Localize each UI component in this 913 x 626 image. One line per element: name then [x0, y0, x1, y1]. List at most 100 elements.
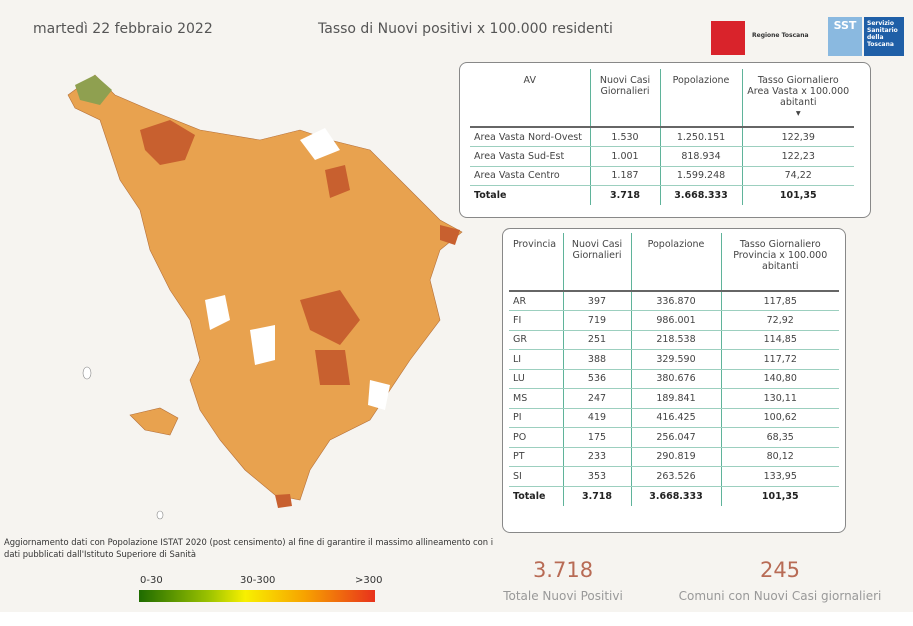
provincia-table-card: Provincia Nuovi Casi Giornalieri Popolaz…	[502, 228, 846, 533]
total-row: Totale 3.718 3.668.333 101,35	[509, 486, 839, 506]
kpi-comuni-value: 245	[759, 558, 801, 582]
area-vasta-table-card: AV Nuovi Casi Giornalieri Popolazione Ta…	[459, 62, 871, 218]
cell: 256.047	[630, 427, 721, 448]
cell: 251	[562, 330, 631, 350]
cell: Area Vasta Nord-Ovest	[470, 127, 590, 147]
area-vasta-table: AV Nuovi Casi Giornalieri Popolazione Ta…	[470, 69, 854, 205]
table-row: PO 175 256.047 68,35	[509, 427, 839, 448]
cell: 380.676	[630, 369, 721, 389]
cell: 336.870	[630, 291, 721, 311]
col-header[interactable]: Provincia	[509, 233, 563, 292]
map-region-elba[interactable]	[129, 407, 179, 436]
col-header-label: Tasso Giornaliero Area Vasta x 100.000 a…	[747, 75, 850, 108]
regione-logo-text: Regione Toscana	[752, 32, 809, 39]
col-header[interactable]: Nuovi Casi Giornalieri	[562, 233, 631, 292]
cell: 247	[562, 388, 631, 409]
map-region-arezzo[interactable]	[325, 165, 350, 198]
cell: 218.538	[630, 330, 721, 350]
cell: 1.187	[589, 166, 660, 186]
map-region-white4[interactable]	[368, 380, 390, 410]
cell: 175	[562, 427, 631, 448]
cell: LI	[509, 349, 563, 370]
tuscany-map[interactable]	[60, 65, 480, 525]
table-row: GR 251 218.538 114,85	[509, 330, 839, 350]
map-region-base[interactable]	[67, 74, 463, 501]
sst-logo-text: Servizio Sanitario della Toscana	[864, 17, 904, 56]
col-header-sorted[interactable]: Tasso Giornaliero Area Vasta x 100.000 a…	[741, 69, 854, 128]
sst-logo: SST	[828, 17, 862, 56]
cell: 3.718	[562, 486, 631, 506]
map-region-giglio[interactable]	[275, 494, 292, 508]
col-header[interactable]: AV	[470, 69, 590, 128]
update-note: Aggiornamento dati con Popolazione ISTAT…	[4, 537, 494, 559]
cell: 80,12	[720, 447, 839, 467]
col-header[interactable]: Popolazione	[659, 69, 742, 128]
cell: AR	[509, 291, 563, 311]
cell: 3.718	[589, 185, 660, 205]
cell: 74,22	[741, 166, 854, 186]
cell: 117,72	[720, 349, 839, 370]
cell: 818.934	[659, 146, 742, 167]
map-region-massa[interactable]	[75, 75, 112, 105]
map-region-south[interactable]	[315, 350, 350, 385]
map-island[interactable]	[82, 366, 92, 380]
dashboard: martedì 22 febbraio 2022 Tasso di Nuovi …	[0, 0, 913, 612]
page-title: Tasso di Nuovi positivi x 100.000 reside…	[318, 21, 613, 37]
legend-color-bar	[139, 590, 375, 602]
cell: Area Vasta Centro	[470, 166, 590, 186]
map-region-white2[interactable]	[205, 295, 230, 330]
table-row: LI 388 329.590 117,72	[509, 349, 839, 370]
cell: 719	[562, 310, 631, 331]
table-row: FI 719 986.001 72,92	[509, 310, 839, 331]
cell: 117,85	[720, 291, 839, 311]
table-row: Area Vasta Centro 1.187 1.599.248 74,22	[470, 166, 854, 186]
cell: GR	[509, 330, 563, 350]
cell: 3.668.333	[659, 185, 742, 205]
table-row: SI 353 263.526 133,95	[509, 466, 839, 487]
cell: 140,80	[720, 369, 839, 389]
cell: 72,92	[720, 310, 839, 331]
kpi-comuni-label: Comuni con Nuovi Casi giornalieri	[678, 589, 882, 603]
regione-toscana-logo	[711, 21, 745, 55]
map-region-white3[interactable]	[250, 325, 275, 365]
legend-label: 0-30	[140, 575, 163, 586]
legend-label: >300	[355, 575, 383, 586]
cell: 233	[562, 447, 631, 467]
cell: 388	[562, 349, 631, 370]
cell: 68,35	[720, 427, 839, 448]
cell: 397	[562, 291, 631, 311]
cell: 189.841	[630, 388, 721, 409]
kpi-total-label: Totale Nuovi Positivi	[503, 589, 623, 603]
cell: 290.819	[630, 447, 721, 467]
cell: 1.530	[589, 127, 660, 147]
map-island[interactable]	[156, 510, 164, 520]
map-region-white1[interactable]	[300, 128, 340, 160]
sort-desc-icon[interactable]: ▾	[795, 108, 801, 119]
table-row: Area Vasta Nord-Ovest 1.530 1.250.151 122,3…	[470, 127, 854, 147]
cell: 263.526	[630, 466, 721, 487]
col-header[interactable]: Nuovi Casi Giornalieri	[589, 69, 660, 128]
cell: PI	[509, 408, 563, 428]
cell: 3.668.333	[630, 486, 721, 506]
cell: PO	[509, 427, 563, 448]
col-header[interactable]: Popolazione	[630, 233, 721, 292]
table-row: PT 233 290.819 80,12	[509, 447, 839, 467]
cell: Totale	[474, 190, 507, 201]
map-region-siena[interactable]	[300, 290, 360, 345]
map-region-east[interactable]	[440, 225, 460, 245]
date-label: martedì 22 febbraio 2022	[33, 21, 213, 37]
cell: 329.590	[630, 349, 721, 370]
total-row: Totale 3.718 3.668.333 101,35	[470, 185, 854, 205]
cell: Area Vasta Sud-Est	[470, 146, 590, 167]
col-header[interactable]: Tasso Giornaliero Provincia x 100.000 ab…	[720, 233, 839, 292]
cell: PT	[509, 447, 563, 467]
cell: 130,11	[720, 388, 839, 409]
cell: 353	[562, 466, 631, 487]
cell: MS	[509, 388, 563, 409]
table-row: MS 247 189.841 130,11	[509, 388, 839, 409]
cell: 101,35	[720, 486, 839, 506]
cell: Totale	[513, 490, 546, 502]
cell: 122,23	[741, 146, 854, 167]
map-region-lucca[interactable]	[140, 120, 195, 165]
table-row: Area Vasta Sud-Est 1.001 818.934 122,23	[470, 146, 854, 167]
